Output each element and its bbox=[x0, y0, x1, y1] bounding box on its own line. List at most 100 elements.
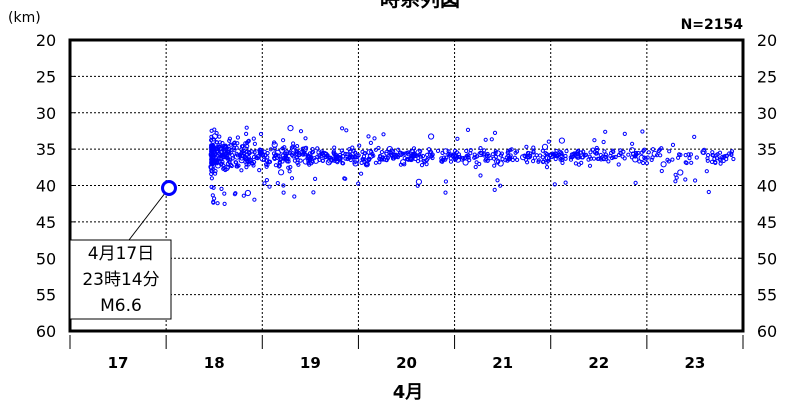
aftershock-point bbox=[454, 156, 462, 163]
aftershock-point bbox=[650, 155, 655, 160]
aftershock-point bbox=[295, 144, 300, 149]
aftershock-point bbox=[235, 153, 240, 158]
aftershock-point bbox=[494, 158, 501, 165]
aftershock-point bbox=[559, 152, 564, 157]
aftershock-point bbox=[689, 160, 694, 165]
aftershock-point bbox=[420, 153, 426, 159]
aftershock-point bbox=[462, 159, 469, 166]
aftershock-point bbox=[264, 178, 269, 183]
aftershock-point bbox=[298, 158, 303, 163]
aftershock-point bbox=[443, 190, 448, 195]
aftershock-point bbox=[425, 156, 430, 161]
annotation-leader-line bbox=[128, 187, 170, 241]
aftershock-point bbox=[474, 160, 479, 165]
aftershock-point bbox=[345, 152, 350, 157]
aftershock-point bbox=[644, 161, 650, 166]
aftershock-point bbox=[384, 151, 389, 156]
aftershock-point bbox=[284, 151, 289, 156]
aftershock-point bbox=[421, 158, 426, 163]
aftershock-point bbox=[425, 152, 430, 157]
x-tick-label: 17 bbox=[108, 354, 129, 372]
x-axis-label: 4月 bbox=[393, 382, 424, 403]
aftershock-point bbox=[332, 158, 337, 163]
aftershock-point bbox=[641, 160, 646, 166]
aftershock-point bbox=[341, 154, 346, 159]
aftershock-point bbox=[717, 150, 723, 155]
aftershock-point bbox=[252, 197, 257, 202]
aftershock-point bbox=[328, 155, 333, 160]
aftershock-point bbox=[700, 148, 707, 155]
aftershock-point bbox=[366, 134, 371, 139]
x-tick-label: 23 bbox=[684, 354, 705, 372]
aftershock-point bbox=[404, 150, 409, 155]
aftershock-point bbox=[714, 153, 719, 158]
aftershock-point bbox=[210, 145, 216, 150]
aftershock-point bbox=[275, 181, 280, 186]
aftershock-point bbox=[633, 150, 639, 156]
aftershock-point bbox=[633, 180, 638, 185]
aftershock-point bbox=[243, 156, 248, 161]
aftershock-point bbox=[636, 150, 641, 156]
aftershock-point bbox=[262, 181, 267, 186]
aftershock-point bbox=[244, 131, 249, 136]
aftershock-point bbox=[360, 149, 365, 154]
aftershock-point bbox=[254, 155, 259, 160]
aftershock-point bbox=[512, 155, 518, 160]
aftershock-point bbox=[704, 169, 709, 174]
aftershock-point bbox=[712, 156, 717, 161]
aftershock-point bbox=[227, 136, 232, 141]
aftershock-point bbox=[444, 155, 449, 160]
aftershock-point bbox=[347, 155, 352, 160]
aftershock-point bbox=[217, 134, 222, 139]
aftershock-point bbox=[430, 152, 435, 157]
aftershock-point bbox=[222, 191, 227, 196]
aftershock-point bbox=[686, 152, 691, 157]
aftershock-point bbox=[263, 153, 268, 158]
aftershock-point bbox=[287, 125, 294, 132]
aftershock-point bbox=[538, 153, 543, 158]
aftershock-point bbox=[317, 157, 322, 162]
aftershock-point bbox=[514, 149, 520, 154]
aftershock-point bbox=[220, 141, 225, 146]
aftershock-point bbox=[724, 153, 729, 158]
aftershock-point bbox=[312, 156, 317, 161]
aftershock-point bbox=[212, 127, 217, 132]
aftershock-point bbox=[272, 146, 277, 151]
aftershock-point bbox=[333, 154, 339, 159]
aftershock-point bbox=[298, 129, 304, 134]
aftershock-point bbox=[311, 190, 316, 195]
x-axis: 17 18 19 20 21 22 23 bbox=[69, 335, 744, 372]
annotation-box bbox=[69, 239, 172, 320]
aftershock-point bbox=[637, 159, 642, 164]
aftershock-point bbox=[209, 184, 214, 190]
aftershock-point bbox=[492, 163, 497, 168]
aftershock-point bbox=[540, 159, 546, 165]
aftershock-point bbox=[341, 161, 346, 166]
aftershock-point bbox=[601, 157, 606, 162]
aftershock-point bbox=[367, 156, 372, 161]
aftershock-point bbox=[581, 149, 586, 154]
aftershock-point bbox=[606, 159, 611, 164]
aftershock-point bbox=[424, 162, 429, 167]
aftershock-point bbox=[670, 142, 676, 147]
aftershock-point bbox=[673, 172, 678, 177]
aftershock-point bbox=[277, 157, 282, 162]
aftershock-point bbox=[397, 150, 404, 158]
aftershock-point bbox=[622, 131, 627, 136]
aftershock-point bbox=[472, 152, 477, 157]
aftershock-point bbox=[303, 136, 308, 141]
aftershock-point bbox=[231, 141, 237, 146]
aftershock-point bbox=[727, 151, 732, 156]
aftershock-point bbox=[443, 179, 448, 184]
aftershock-point bbox=[415, 159, 421, 164]
aftershock-point bbox=[564, 149, 569, 154]
aftershock-point bbox=[252, 150, 257, 155]
aftershock-point bbox=[492, 187, 497, 192]
aftershock-point bbox=[387, 149, 392, 154]
mainshock-annotation: 4月17日 23時14分 M6.6 bbox=[69, 180, 177, 320]
aftershock-point bbox=[221, 144, 228, 151]
aftershock-point bbox=[495, 178, 500, 183]
aftershock-point bbox=[221, 166, 226, 171]
unit-label: (km) bbox=[8, 10, 41, 26]
aftershock-point bbox=[731, 156, 736, 162]
